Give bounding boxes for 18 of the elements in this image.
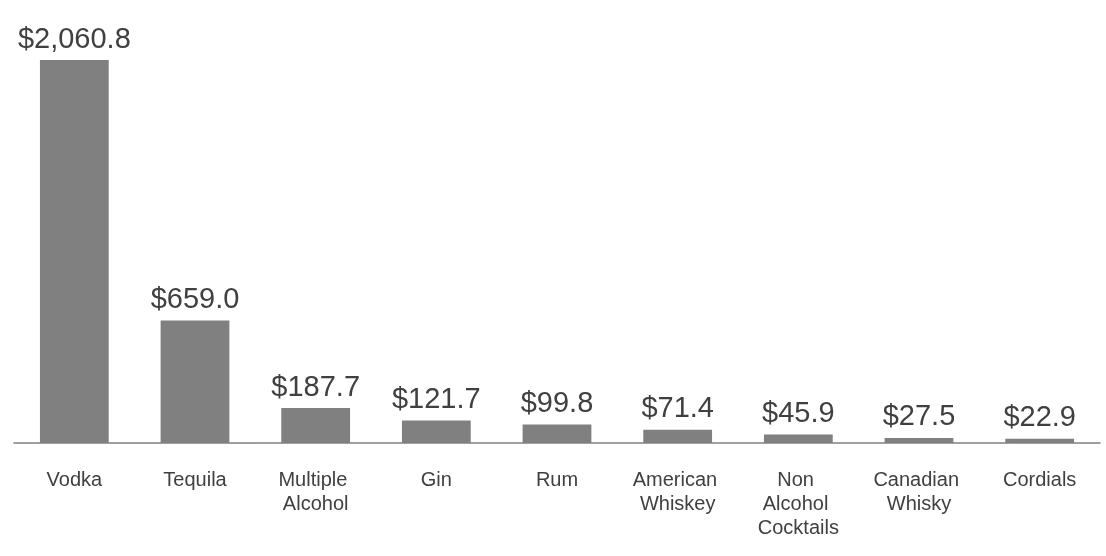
data-label: $45.9 bbox=[762, 395, 835, 428]
data-label: $22.9 bbox=[1003, 400, 1076, 433]
x-tick-label: American Whiskey bbox=[632, 468, 723, 514]
data-label: $99.8 bbox=[520, 385, 594, 418]
x-tick-label: Rum bbox=[535, 468, 579, 490]
data-label: $121.7 bbox=[391, 381, 481, 414]
x-tick-label: Multiple Alcohol bbox=[278, 468, 353, 514]
x-tick-label: Cordials bbox=[1002, 468, 1077, 490]
x-tick-label: Gin bbox=[420, 468, 452, 490]
x-tick-label: Vodka bbox=[46, 468, 104, 490]
x-tick-label: Canadian Whisky bbox=[873, 468, 965, 514]
data-label: $27.5 bbox=[882, 399, 956, 432]
x-tick-label: Tequila bbox=[163, 468, 228, 490]
x-tick-label: Non Alcohol Cocktails bbox=[757, 468, 839, 538]
data-label: $2,060.8 bbox=[17, 21, 131, 54]
data-label: $187.7 bbox=[271, 369, 361, 402]
data-label: $71.4 bbox=[641, 391, 714, 424]
data-label: $659.0 bbox=[150, 282, 240, 315]
